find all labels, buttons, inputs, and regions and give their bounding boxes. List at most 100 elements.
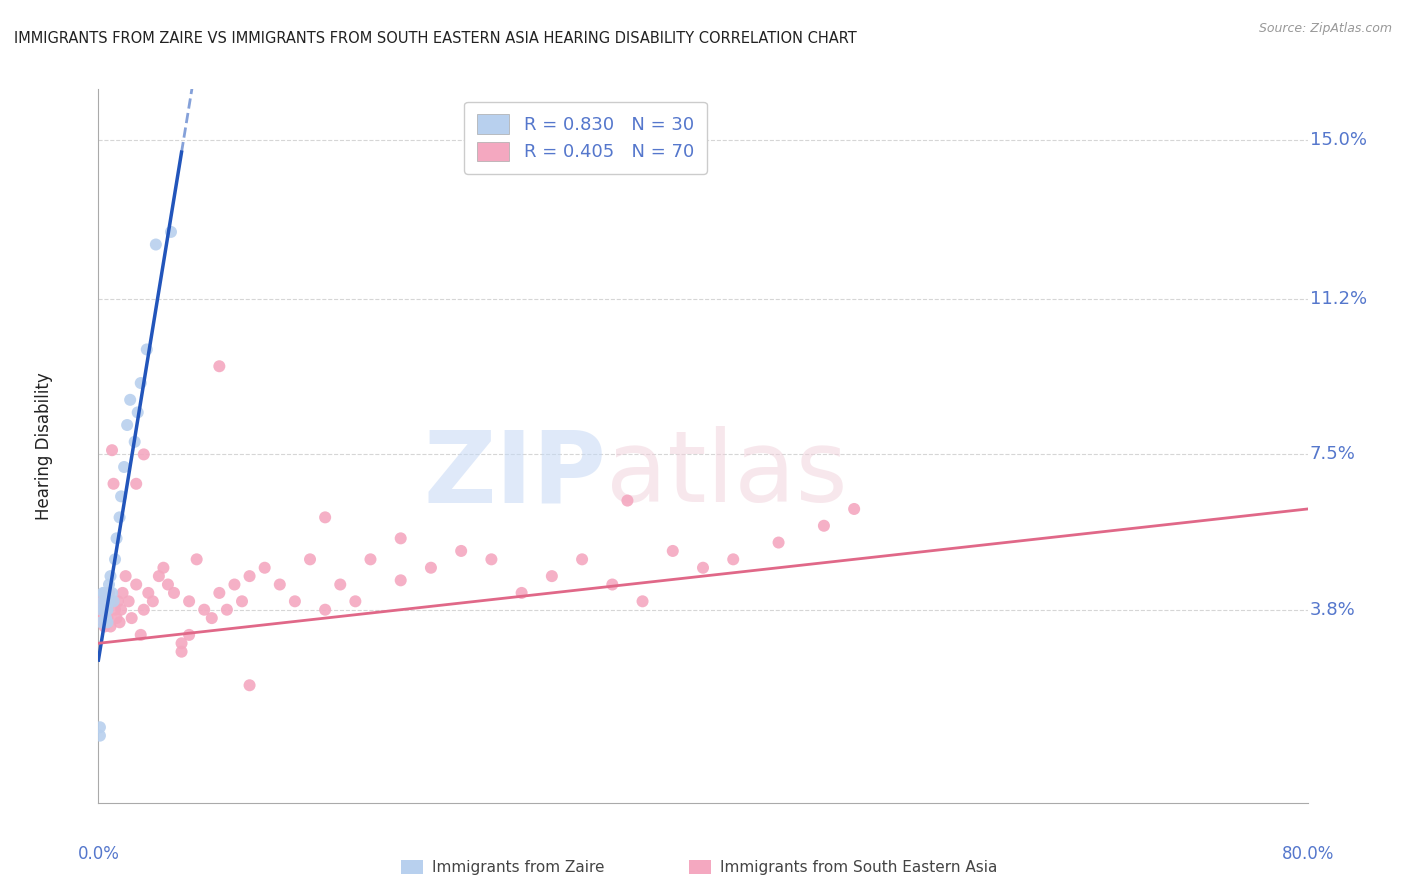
Point [105,611,128,625]
Text: ZIP: ZIP [423,426,606,523]
Point [721,552,744,566]
Point [108,510,131,524]
Point [813,518,835,533]
Point [510,586,533,600]
Point [156,577,179,591]
Point [101,586,124,600]
Point [98,586,121,600]
Point [98,594,121,608]
Point [152,560,174,574]
Point [177,628,201,642]
Text: Immigrants from South Eastern Asia: Immigrants from South Eastern Asia [720,860,997,874]
Point [692,560,714,574]
Point [93,586,115,600]
Point [540,569,562,583]
Point [602,577,624,591]
Point [90,594,112,608]
Point [170,636,193,650]
Point [231,594,253,608]
Point [481,552,503,566]
Text: 80.0%: 80.0% [1281,845,1334,863]
Point [94,594,117,608]
Point [115,417,138,432]
Text: Immigrants from Zaire: Immigrants from Zaire [432,860,605,874]
Point [91,586,114,600]
Point [89,729,111,743]
Point [160,225,183,239]
Point [132,447,155,461]
Point [93,619,115,633]
Text: atlas: atlas [606,426,848,523]
Point [89,720,111,734]
Point [136,586,159,600]
Point [94,611,117,625]
Point [314,510,336,524]
Point [344,594,367,608]
Point [118,594,141,608]
Point [101,443,124,458]
Point [269,577,291,591]
Text: IMMIGRANTS FROM ZAIRE VS IMMIGRANTS FROM SOUTH EASTERN ASIA HEARING DISABILITY C: IMMIGRANTS FROM ZAIRE VS IMMIGRANTS FROM… [14,31,856,46]
Point [96,615,118,630]
Point [193,603,215,617]
Point [389,532,412,546]
Text: Source: ZipAtlas.com: Source: ZipAtlas.com [1258,22,1392,36]
Point [114,569,136,583]
Point [239,678,262,692]
Point [96,603,118,617]
Point [100,569,122,583]
Point [148,569,170,583]
Point [170,645,193,659]
Point [360,552,382,566]
Text: Hearing Disability: Hearing Disability [35,372,53,520]
Point [112,460,135,475]
Point [186,552,208,566]
Point [108,615,131,630]
Text: 7.5%: 7.5% [1310,445,1355,464]
Point [284,594,307,608]
Point [299,552,322,566]
Point [571,552,593,566]
Point [94,594,117,608]
Point [253,560,276,574]
Point [110,489,132,503]
Point [105,532,128,546]
Point [91,594,114,608]
Point [98,577,121,591]
Point [89,611,111,625]
Point [129,376,152,390]
Point [129,628,152,642]
Point [110,603,132,617]
Point [314,603,336,617]
Point [120,392,142,407]
Point [96,611,118,625]
Point [127,405,149,419]
Point [91,603,114,617]
Point [132,603,155,617]
Point [177,594,201,608]
Point [163,586,186,600]
Point [124,434,146,449]
Point [125,577,148,591]
Point [111,586,134,600]
Point [616,493,638,508]
Point [93,603,115,617]
Point [90,615,112,630]
Point [389,574,412,588]
Point [135,343,157,357]
Text: 15.0%: 15.0% [1310,130,1367,149]
Point [121,611,143,625]
Point [90,603,112,617]
Text: 11.2%: 11.2% [1310,290,1367,308]
Point [215,603,238,617]
Point [104,552,127,566]
Point [142,594,165,608]
Point [419,560,441,574]
Point [450,544,472,558]
Point [107,594,129,608]
Point [100,619,122,633]
Point [768,535,790,549]
Point [103,476,125,491]
Point [208,586,231,600]
Legend: R = 0.830   N = 30, R = 0.405   N = 70: R = 0.830 N = 30, R = 0.405 N = 70 [464,102,707,174]
